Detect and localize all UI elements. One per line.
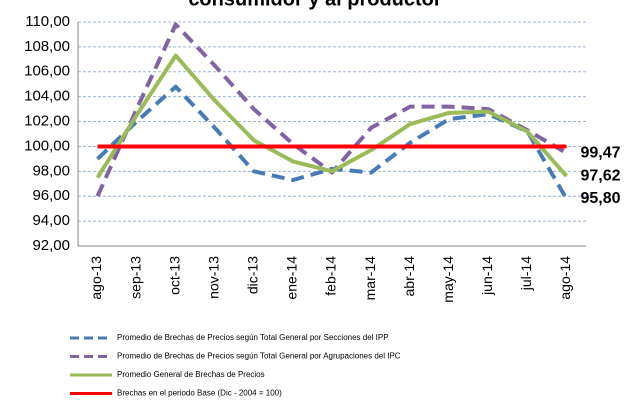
x-tick-label: sep-13 [127, 256, 143, 299]
y-tick-label: 98,00 [32, 162, 70, 179]
y-tick-label: 104,00 [24, 88, 70, 105]
value-label: 95,80 [580, 190, 620, 207]
value-label: 99,47 [580, 144, 620, 161]
x-tick-label: dic-13 [245, 256, 261, 294]
x-tick-label: jun-14 [479, 256, 495, 296]
x-tick-label: nov-13 [205, 256, 221, 299]
y-tick-label: 110,00 [25, 13, 70, 30]
legend-label: Promedio General de Brechas de Precios [117, 370, 265, 379]
y-tick-label: 94,00 [32, 212, 70, 229]
x-tick-label: ago-13 [88, 256, 104, 300]
x-tick-label: ago-14 [557, 256, 573, 300]
y-tick-label: 92,00 [32, 237, 70, 254]
y-tick-label: 100,00 [24, 137, 70, 154]
x-tick-label: oct-13 [166, 256, 182, 295]
y-tick-label: 106,00 [24, 63, 70, 80]
value-label: 97,62 [580, 167, 620, 184]
y-tick-label: 96,00 [32, 187, 70, 204]
series-line [96, 84, 569, 200]
legend-label: Promedio de Brechas de Precios según Tot… [117, 333, 389, 342]
y-tick-label: 108,00 [24, 38, 70, 55]
y-tick-label: 102,00 [24, 113, 70, 130]
x-tick-label: may-14 [440, 256, 456, 303]
x-tick-label: abr-14 [401, 256, 417, 297]
legend-label: Brechas en el periodo Base (Dic - 2004 =… [117, 389, 282, 398]
chart-title: consumidor y al productor [188, 0, 442, 10]
x-tick-label: ene-14 [284, 256, 300, 300]
legend-label: Promedio de Brechas de Precios según Tot… [117, 352, 401, 361]
series-line [95, 53, 568, 179]
x-tick-label: jul-14 [518, 256, 534, 291]
x-tick-label: feb-14 [323, 256, 339, 296]
x-tick-label: mar-14 [362, 256, 378, 301]
